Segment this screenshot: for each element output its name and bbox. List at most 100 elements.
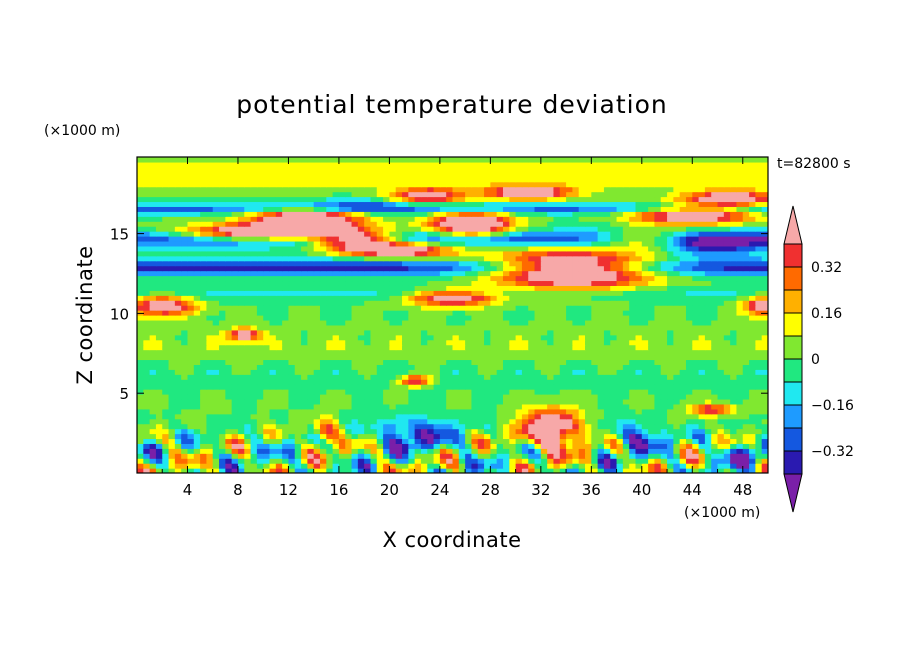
field-cell [610, 413, 618, 420]
field-cell [389, 319, 397, 326]
field-cell [200, 344, 208, 351]
field-cell [332, 394, 340, 400]
field-cell [578, 344, 586, 351]
field-cell [723, 310, 731, 316]
field-cell [515, 468, 523, 473]
field-cell [534, 315, 542, 321]
field-cell [528, 423, 536, 430]
field-cell [654, 295, 662, 301]
field-cell [383, 403, 390, 410]
field-cell [212, 354, 220, 361]
field-cell [723, 305, 731, 311]
field-cell [200, 285, 208, 291]
field-cell [433, 226, 441, 232]
field-cell [603, 418, 611, 425]
field-cell [723, 344, 731, 351]
field-cell [212, 374, 220, 380]
field-cell [704, 270, 712, 277]
field-cell [685, 349, 693, 356]
field-cell [155, 334, 163, 341]
field-cell [704, 231, 712, 237]
field-cell [566, 349, 573, 356]
field-cell [364, 290, 372, 296]
field-cell [149, 265, 157, 272]
field-cell [711, 255, 719, 262]
field-cell [610, 398, 618, 405]
field-cell [603, 389, 611, 395]
field-cell [338, 240, 346, 247]
field-cell [465, 428, 473, 435]
field-cell [206, 379, 214, 385]
field-cell [547, 468, 555, 473]
field-cell [553, 265, 561, 272]
field-cell [345, 433, 353, 440]
field-cell [616, 384, 624, 390]
field-cell [509, 458, 517, 464]
field-cell [376, 394, 384, 400]
field-cell [433, 448, 441, 454]
field-cell [389, 250, 397, 257]
field-cell [578, 369, 586, 375]
field-cell [319, 295, 327, 301]
field-cell [237, 443, 245, 449]
field-cell [521, 275, 529, 282]
field-cell [155, 344, 163, 351]
field-cell [528, 418, 536, 425]
field-cell [332, 364, 340, 370]
field-cell [509, 423, 517, 430]
field-cell [332, 398, 340, 405]
field-cell [465, 315, 473, 321]
field-cell [275, 349, 283, 356]
field-cell [685, 364, 693, 370]
field-cell [673, 463, 681, 469]
field-cell [736, 349, 744, 356]
field-cell [181, 334, 189, 341]
field-cell [420, 260, 428, 267]
field-cell [572, 398, 580, 405]
field-cell [155, 236, 163, 242]
field-cell [559, 236, 567, 242]
field-cell [237, 245, 245, 252]
field-cell [641, 413, 649, 420]
field-cell [547, 384, 555, 390]
field-cell [414, 310, 422, 316]
field-cell [282, 413, 290, 420]
field-cell [149, 344, 157, 351]
field-cell [275, 344, 283, 351]
field-cell [641, 265, 649, 272]
field-cell [433, 295, 441, 301]
field-cell [420, 295, 428, 301]
field-cell [256, 433, 264, 440]
field-cell [509, 290, 517, 296]
field-cell [206, 423, 214, 430]
field-cell [723, 319, 731, 326]
field-cell [319, 374, 327, 380]
field-cell [502, 453, 510, 459]
field-cell [174, 374, 182, 380]
field-cell [301, 329, 308, 336]
field-cell [749, 290, 756, 296]
field-cell [547, 408, 555, 415]
field-cell [389, 448, 397, 454]
field-cell [244, 458, 252, 464]
field-cell [585, 408, 592, 415]
field-cell [698, 403, 706, 410]
field-cell [313, 245, 321, 252]
field-cell [408, 359, 416, 365]
field-cell [736, 295, 744, 301]
field-cell [477, 265, 485, 272]
field-cell [616, 379, 624, 385]
field-cell [294, 403, 302, 410]
field-cell [667, 423, 674, 430]
field-cell [338, 384, 346, 390]
field-cell [370, 285, 378, 291]
field-cell [250, 458, 258, 464]
field-cell [439, 364, 447, 370]
field-cell [206, 270, 214, 277]
field-cell [654, 290, 662, 296]
field-cell [572, 285, 580, 291]
field-cell [717, 255, 725, 262]
field-cell [351, 349, 359, 356]
field-cell [540, 413, 548, 420]
field-cell [509, 275, 517, 282]
